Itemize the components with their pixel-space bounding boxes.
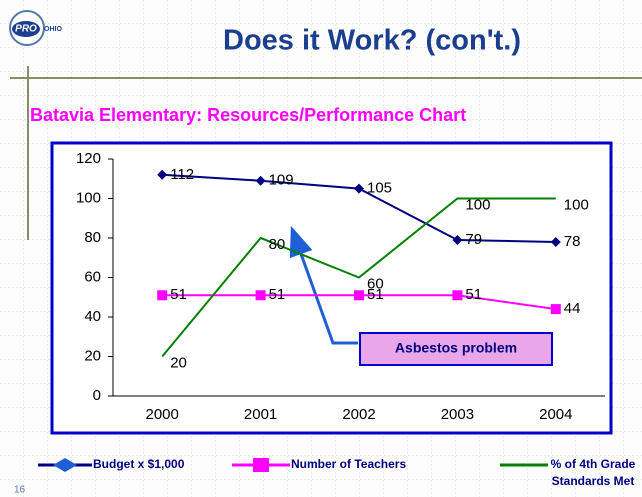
y-tick-label: 40 [84, 308, 101, 325]
x-tick-label: 2001 [244, 406, 277, 423]
data-label: 51 [465, 286, 482, 303]
data-label: 44 [564, 300, 581, 317]
legend-label: % of 4th Grade Standards Met [550, 457, 636, 488]
point [550, 236, 561, 247]
legend-marker [53, 458, 77, 472]
logo-text: PRO [15, 24, 37, 35]
point [354, 290, 364, 301]
series-line [161, 197, 556, 358]
annotation-box [359, 332, 553, 366]
x-tick-label: 2003 [441, 406, 474, 423]
legend-marker [253, 458, 269, 472]
y-tick-label: 80 [84, 229, 101, 246]
x-tick-label: 2002 [342, 406, 375, 423]
annotation-text: Asbestos problem [395, 340, 517, 356]
slide-number: 16 [14, 485, 26, 496]
data-label: 51 [367, 286, 384, 303]
data-label: 80 [269, 236, 286, 253]
x-tick-label: 2000 [146, 406, 179, 423]
data-label: 79 [465, 231, 482, 248]
y-tick-label: 60 [84, 268, 101, 285]
point [255, 290, 266, 301]
data-label: 100 [564, 196, 589, 213]
point [452, 234, 463, 245]
y-tick-label: 120 [76, 150, 101, 167]
data-label: 112 [170, 166, 194, 183]
slide-title: Does it Work? (con't.) [223, 25, 521, 57]
y-tick-label: 100 [76, 189, 101, 206]
data-label: 109 [269, 172, 294, 189]
data-label: 100 [465, 196, 490, 213]
data-label: 78 [564, 233, 581, 250]
annotation-arrow [289, 225, 358, 345]
legend-label: Number of Teachers [291, 457, 407, 471]
chart-title: Batavia Elementary: Resources/Performanc… [30, 105, 466, 125]
point [157, 169, 168, 180]
data-label: 20 [170, 354, 187, 371]
chart-frame [50, 141, 613, 435]
point [157, 290, 168, 301]
data-label: 105 [367, 180, 392, 197]
data-label: 60 [367, 275, 384, 292]
y-tick-label: 0 [93, 387, 101, 404]
point [452, 290, 463, 301]
x-tick-label: 2004 [539, 406, 572, 423]
legend-label: Budget x $1,000 [93, 457, 185, 471]
logo-oval [12, 21, 40, 37]
point [550, 304, 561, 315]
data-label: 51 [269, 286, 286, 303]
point [354, 183, 364, 194]
logo-subtext: OHIO [44, 26, 62, 33]
point [255, 175, 266, 186]
y-tick-label: 20 [84, 347, 101, 364]
data-label: 51 [170, 286, 187, 303]
